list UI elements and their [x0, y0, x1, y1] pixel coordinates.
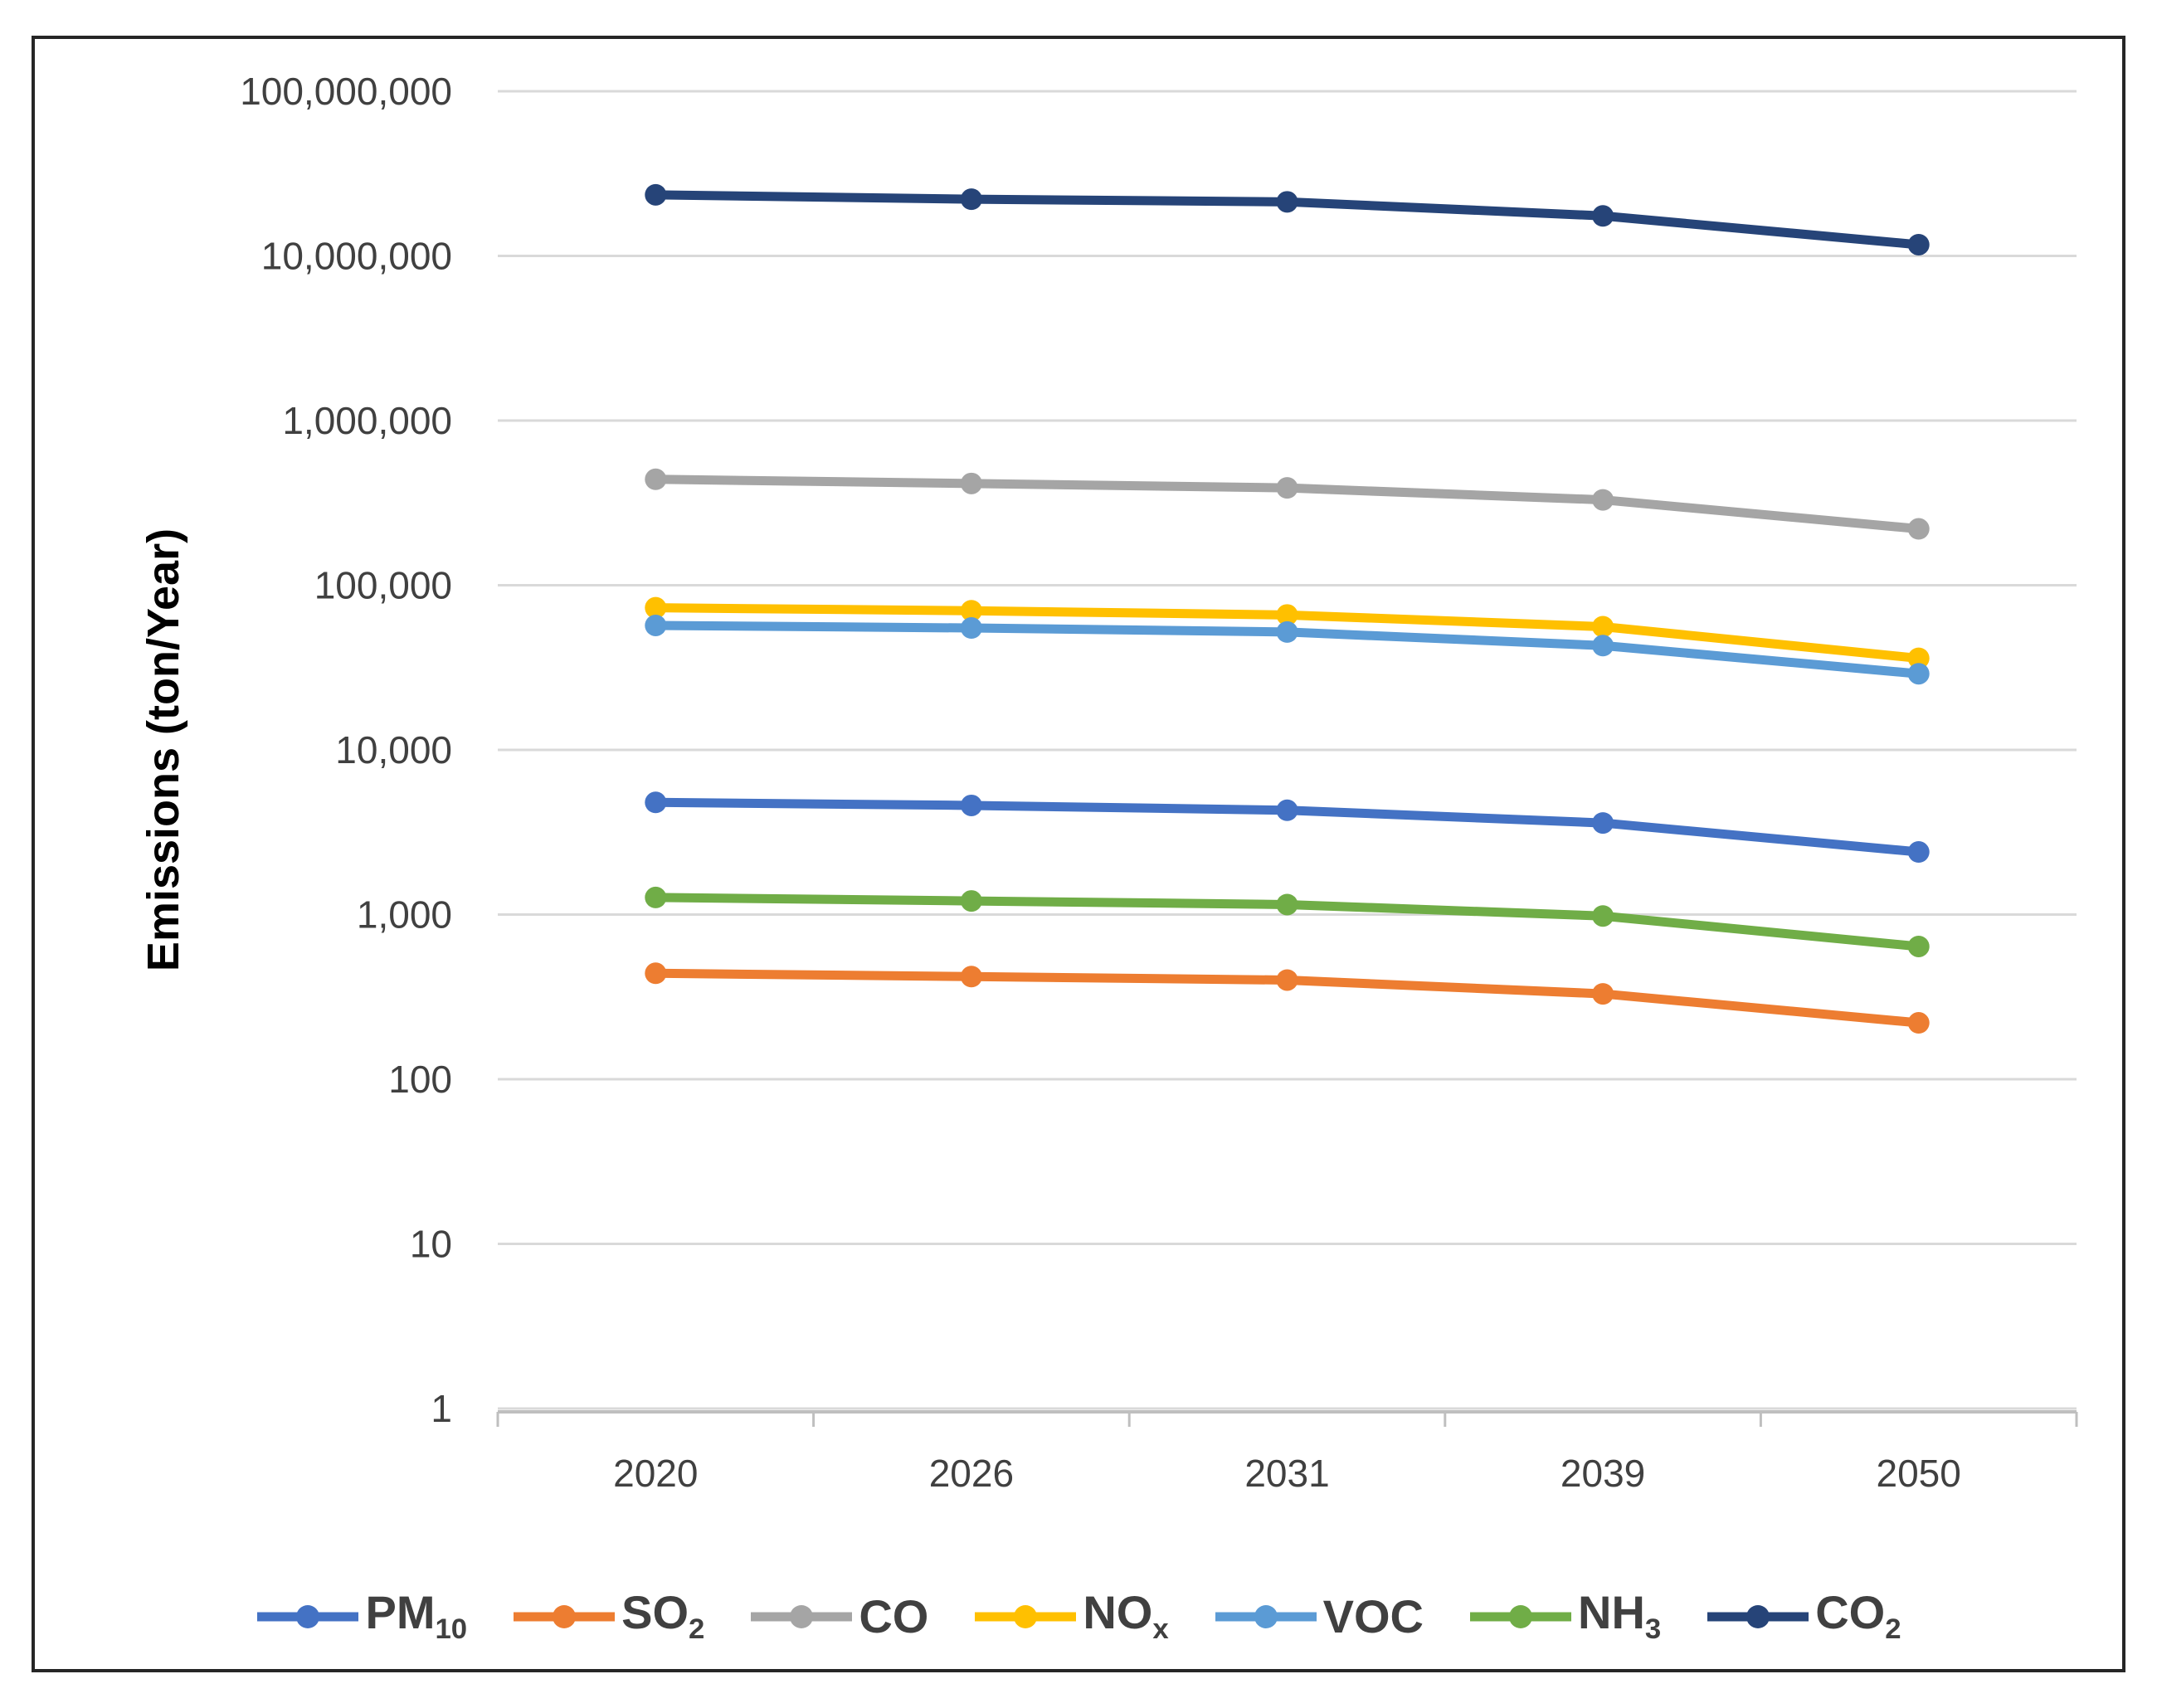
legend-dot — [1746, 1604, 1770, 1628]
series-marker-SO2 — [960, 966, 982, 988]
x-tick-label: 2026 — [929, 1452, 1014, 1495]
series-marker-CO2 — [1907, 233, 1930, 255]
legend-item-VOC: VOC — [1214, 1589, 1424, 1642]
series-marker-NOx — [645, 596, 667, 619]
legend-dot — [296, 1604, 320, 1628]
series-marker-SO2 — [1907, 1012, 1930, 1034]
series-marker-PM10 — [960, 794, 982, 816]
x-tick-label: 2020 — [613, 1452, 698, 1495]
series-marker-SO2 — [1276, 969, 1298, 991]
legend-item-NH3: NH3 — [1468, 1589, 1661, 1644]
y-tick-label: 100 — [388, 1058, 452, 1101]
y-tick-label: 100,000 — [314, 564, 452, 607]
legend: PM10 SO2 CO NOx VOC NH3 CO2 — [50, 1589, 2107, 1644]
series-marker-VOC — [1907, 663, 1930, 685]
legend-marker-icon — [257, 1604, 359, 1628]
series-marker-NH3 — [1907, 935, 1930, 957]
legend-label: SO2 — [621, 1586, 705, 1646]
legend-label: CO2 — [1815, 1586, 1901, 1646]
series-marker-NH3 — [645, 886, 667, 908]
legend-marker-icon — [1215, 1604, 1317, 1628]
x-tick-label: 2039 — [1561, 1452, 1645, 1495]
legend-item-CO: CO — [749, 1589, 929, 1642]
series-marker-VOC — [960, 617, 982, 640]
y-tick-label: 10,000,000 — [261, 235, 452, 278]
series-marker-SO2 — [645, 962, 667, 985]
series-marker-CO — [1592, 489, 1614, 511]
series-marker-NOx — [1592, 616, 1614, 638]
legend-marker-icon — [975, 1604, 1077, 1628]
x-tick-label: 2031 — [1244, 1452, 1329, 1495]
legend-label: CO — [859, 1589, 929, 1642]
y-tick-label: 10 — [410, 1223, 452, 1266]
series-marker-CO — [1276, 477, 1298, 499]
series-marker-CO2 — [645, 183, 667, 206]
legend-dot — [1509, 1604, 1532, 1628]
gridlines — [498, 90, 2077, 1410]
series-marker-VOC — [1276, 620, 1298, 643]
frame-border — [32, 36, 2125, 1672]
legend-dot — [790, 1604, 814, 1628]
legend-dot — [1254, 1604, 1278, 1628]
legend-label: VOC — [1322, 1589, 1424, 1642]
series-marker-NH3 — [960, 890, 982, 912]
legend-item-SO2: SO2 — [512, 1589, 704, 1644]
series-marker-NH3 — [1592, 905, 1614, 927]
y-tick-label: 1 — [431, 1387, 452, 1430]
series-marker-CO2 — [1276, 191, 1298, 213]
legend-item-CO2: CO2 — [1706, 1589, 1901, 1644]
series-marker-CO — [1907, 518, 1930, 540]
series-marker-NH3 — [1276, 893, 1298, 916]
y-axis-tick-labels: 100,000,000 10,000,000 1,000,000 100,000 10,… — [240, 70, 452, 1430]
series-marker-NOx — [1907, 647, 1930, 669]
series-marker-NOx — [1276, 604, 1298, 626]
series-lines — [645, 183, 1930, 1034]
y-tick-label: 100,000,000 — [240, 70, 452, 113]
x-tick-label: 2050 — [1877, 1452, 1961, 1495]
legend-dot — [1014, 1604, 1038, 1628]
series-marker-CO — [960, 472, 982, 494]
series-marker-CO — [645, 468, 667, 490]
series-marker-VOC — [645, 614, 667, 636]
series-marker-PM10 — [1276, 799, 1298, 821]
legend-item-PM10: PM10 — [256, 1589, 467, 1644]
y-axis-title: Emissions (ton/Year) — [139, 528, 188, 971]
y-tick-label: 1,000 — [357, 893, 452, 937]
legend-marker-icon — [1707, 1604, 1809, 1628]
legend-label: NH3 — [1578, 1586, 1662, 1646]
legend-label: PM10 — [365, 1586, 468, 1646]
legend-item-NOx: NOx — [973, 1586, 1169, 1646]
series-marker-CO2 — [960, 188, 982, 211]
series-marker-SO2 — [1592, 983, 1614, 1005]
y-tick-label: 1,000,000 — [282, 399, 452, 442]
legend-marker-icon — [751, 1604, 853, 1628]
legend-label: NOx — [1083, 1586, 1169, 1646]
series-marker-PM10 — [645, 791, 667, 814]
legend-marker-icon — [514, 1604, 616, 1628]
series-marker-NOx — [960, 600, 982, 622]
series-marker-PM10 — [1592, 812, 1614, 835]
y-tick-label: 10,000 — [335, 728, 452, 771]
series-marker-PM10 — [1907, 841, 1930, 864]
legend-marker-icon — [1470, 1604, 1571, 1628]
x-axis: 2020 2026 2031 2039 2050 — [496, 1410, 2078, 1495]
legend-dot — [553, 1604, 577, 1628]
series-marker-VOC — [1592, 635, 1614, 657]
series-marker-CO2 — [1592, 205, 1614, 227]
